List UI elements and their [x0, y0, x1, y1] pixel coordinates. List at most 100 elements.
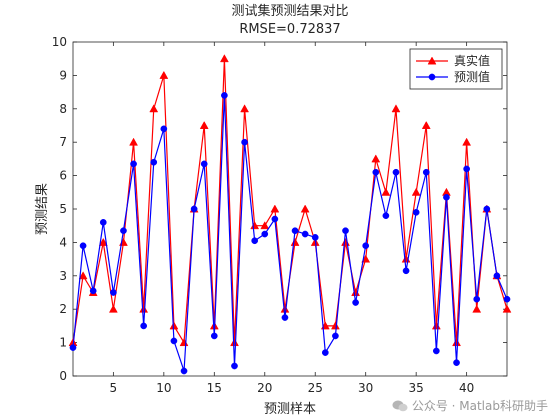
data-point-series-2: [160, 125, 168, 133]
data-point-series-2: [130, 160, 137, 168]
data-point-series-2: [443, 193, 450, 201]
data-point-series-2: [170, 337, 178, 345]
x-tick-label: 35: [409, 381, 424, 395]
data-point-series-1: [502, 304, 512, 313]
data-point-series-2: [301, 230, 309, 238]
data-point-series-1: [98, 237, 108, 246]
data-point-series-2: [140, 322, 148, 330]
data-point-series-2: [79, 242, 87, 250]
data-point-series-1: [300, 204, 310, 213]
data-point-series-1: [371, 154, 381, 163]
series-line-2: [72, 95, 508, 372]
x-tick-label: 30: [358, 381, 373, 395]
data-point-series-1: [129, 137, 138, 146]
data-point-series-1: [149, 104, 159, 113]
data-point-series-2: [473, 295, 481, 303]
data-point-series-2: [352, 299, 359, 306]
data-point-series-2: [251, 237, 259, 245]
data-point-series-1: [462, 137, 472, 146]
data-point-series-2: [321, 349, 329, 356]
chart-title: 测试集预测结果对比: [231, 3, 348, 19]
y-tick-label: 7: [59, 135, 67, 149]
data-point-series-2: [241, 138, 248, 146]
x-tick-label: 25: [308, 381, 323, 395]
y-tick-label: 0: [59, 369, 67, 383]
y-tick-label: 6: [59, 169, 67, 183]
data-point-series-1: [199, 120, 209, 129]
data-point-series-2: [311, 234, 319, 241]
data-point-series-2: [200, 160, 208, 168]
data-point-series-1: [219, 54, 229, 63]
data-point-series-2: [483, 205, 491, 213]
legend-label-2: 预测值: [454, 69, 490, 84]
data-point-series-1: [139, 304, 149, 313]
data-point-series-2: [372, 168, 380, 176]
data-point-series-2: [89, 287, 97, 295]
data-point-series-2: [382, 212, 390, 220]
legend-marker-1: [427, 56, 437, 65]
data-point-series-2: [210, 332, 218, 340]
data-point-series-2: [221, 92, 228, 99]
data-point-series-2: [271, 215, 279, 223]
data-point-series-1: [240, 104, 250, 113]
data-point-series-1: [108, 304, 118, 313]
data-point-series-2: [412, 208, 420, 216]
data-point-series-2: [422, 168, 430, 176]
data-point-series-1: [78, 271, 88, 280]
data-point-series-2: [180, 367, 188, 375]
data-point-series-2: [503, 295, 511, 303]
data-point-series-2: [291, 227, 299, 235]
y-tick-label: 4: [59, 235, 67, 249]
data-point-series-1: [330, 321, 340, 330]
y-tick-label: 3: [59, 269, 67, 283]
wechat-icon: [392, 400, 408, 411]
x-tick-label: 10: [156, 381, 171, 395]
watermark: 公众号 · Matlab科研助手: [392, 397, 548, 414]
data-point-series-1: [452, 338, 461, 347]
data-point-series-1: [230, 338, 239, 347]
data-point-series-2: [69, 344, 77, 351]
data-point-series-2: [99, 219, 107, 226]
data-point-series-1: [472, 304, 482, 313]
legend-box: [409, 48, 503, 90]
data-point-series-2: [362, 242, 370, 250]
data-point-series-2: [342, 227, 349, 235]
y-tick-label: 2: [59, 302, 67, 316]
data-point-series-2: [463, 165, 470, 173]
y-tick-label: 1: [59, 336, 67, 350]
data-point-series-2: [150, 158, 158, 166]
data-point-series-2: [120, 227, 127, 235]
data-point-series-2: [110, 289, 117, 296]
legend-marker-2: [428, 73, 436, 81]
x-tick-label: 40: [459, 381, 474, 395]
data-point-series-2: [261, 230, 269, 238]
data-point-series-1: [421, 120, 431, 129]
x-axis-label: 预测样本: [264, 402, 316, 417]
data-point-series-1: [411, 187, 421, 196]
data-point-series-2: [392, 168, 400, 176]
data-point-series-2: [432, 347, 440, 355]
data-point-series-2: [281, 314, 289, 321]
data-point-series-1: [270, 204, 280, 213]
x-tick-label: 20: [257, 381, 272, 395]
data-point-series-1: [391, 104, 401, 113]
data-point-series-2: [493, 272, 501, 280]
plot-area: 0 1 2 3 4 5 6 7 8 9 10 5 10 15 20 25 30 35 40: [52, 35, 512, 395]
y-tick-label: 5: [59, 202, 67, 216]
legend-label-1: 真实值: [454, 53, 490, 68]
y-tick-label: 9: [59, 68, 67, 82]
x-tick-label: 5: [110, 381, 118, 395]
data-point-series-2: [231, 362, 238, 370]
data-point-series-2: [190, 205, 198, 213]
data-point-series-2: [402, 267, 410, 275]
watermark-text: 公众号 · Matlab科研助手: [411, 399, 548, 413]
y-tick-label: 10: [52, 35, 67, 49]
data-point-series-1: [260, 221, 270, 230]
data-point-series-2: [453, 359, 460, 366]
data-point-series-2: [332, 332, 339, 340]
chart-subtitle: RMSE=0.72837: [239, 22, 340, 37]
x-tick-label: 15: [207, 381, 222, 395]
y-axis-label: 预测结果: [35, 183, 50, 235]
y-tick-label: 8: [59, 102, 67, 116]
